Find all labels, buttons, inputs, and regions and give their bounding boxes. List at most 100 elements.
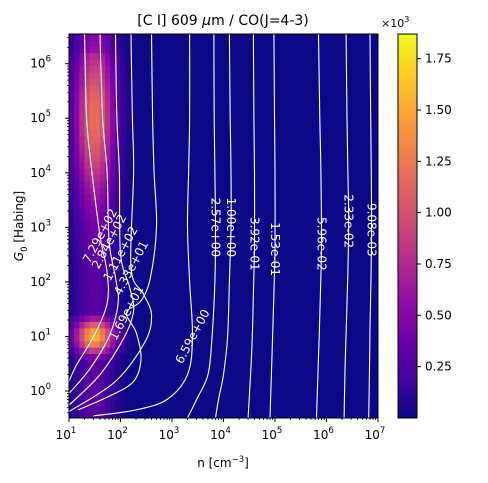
- heatmap-cell: [89, 46, 96, 54]
- heatmap-cell: [120, 72, 127, 80]
- heatmap-cell: [74, 162, 80, 169]
- heatmap-cell: [74, 379, 80, 387]
- colorbar-tick-label: 1.00: [425, 206, 452, 220]
- heatmap-cell: [89, 34, 96, 41]
- heatmap-cell: [120, 379, 127, 387]
- heatmap-cell: [94, 123, 101, 131]
- heatmap-cell: [89, 277, 96, 285]
- heatmap-cell: [79, 366, 85, 374]
- heatmap-cell: [105, 136, 111, 144]
- heatmap-cell: [79, 309, 85, 317]
- heatmap-cell: [99, 322, 106, 329]
- heatmap-cell: [110, 238, 116, 246]
- heatmap-cell: [69, 392, 75, 400]
- x-axis-ticks: 101 102 103 104 105 106 107: [56, 418, 386, 442]
- heatmap-cell: [94, 322, 101, 329]
- heatmap-cell: [89, 398, 96, 406]
- heatmap-cell: [120, 277, 127, 285]
- heatmap-cell: [110, 277, 116, 285]
- heatmap-cell: [69, 360, 75, 368]
- heatmap-cell: [120, 174, 127, 182]
- heatmap-cell: [89, 155, 96, 163]
- heatmap-cell: [89, 264, 96, 272]
- heatmap-cell: [115, 258, 121, 265]
- heatmap-cell: [99, 360, 106, 368]
- heatmap-cell: [115, 270, 121, 278]
- x-tick-label: 102: [107, 426, 128, 442]
- heatmap-cell: [94, 200, 101, 208]
- colorbar-tick-label: 1.50: [425, 103, 452, 117]
- heatmap-cell: [120, 258, 127, 265]
- heatmap-cell: [99, 270, 106, 278]
- heatmap-cell: [74, 264, 80, 272]
- heatmap-cell: [84, 309, 91, 317]
- heatmap-cell: [120, 296, 127, 304]
- heatmap-cell: [99, 373, 106, 381]
- heatmap-cell: [79, 142, 85, 150]
- heatmap-cell: [79, 110, 85, 118]
- x-tick-label: 107: [365, 426, 386, 442]
- heatmap-cell: [120, 411, 127, 419]
- heatmap-cell: [69, 98, 75, 105]
- heatmap-cell: [94, 283, 101, 291]
- heatmap-cell: [69, 411, 75, 419]
- heatmap-cell: [115, 181, 121, 189]
- heatmap-cell: [110, 85, 116, 93]
- heatmap-cell: [99, 72, 106, 80]
- heatmap-cell: [99, 53, 106, 61]
- heatmap-cell: [94, 405, 101, 413]
- heatmap-cell: [120, 85, 127, 93]
- heatmap-cell: [94, 34, 101, 41]
- heatmap-cell: [69, 91, 75, 99]
- heatmap-cell: [94, 334, 101, 342]
- heatmap-cell: [69, 277, 75, 285]
- heatmap-cell: [110, 98, 116, 105]
- heatmap-cell: [94, 328, 101, 336]
- heatmap-cell: [89, 104, 96, 112]
- heatmap-cell: [74, 386, 80, 393]
- heatmap-cell: [79, 226, 85, 233]
- heatmap-cell: [94, 264, 101, 272]
- heatmap-cell: [99, 386, 106, 393]
- heatmap-cell: [115, 53, 121, 61]
- x-tick-label: 103: [159, 426, 180, 442]
- heatmap-cell: [89, 251, 96, 259]
- heatmap-cell: [84, 386, 91, 393]
- heatmap-cell: [110, 226, 116, 233]
- heatmap-cell: [105, 264, 111, 272]
- heatmap-cell: [79, 46, 85, 54]
- heatmap-cell: [79, 360, 85, 368]
- heatmap-cell: [79, 238, 85, 246]
- contour-label: 5.96e-02: [315, 217, 329, 271]
- heatmap-cell: [125, 98, 132, 105]
- y-tick-label: 102: [30, 273, 51, 289]
- heatmap-cell: [130, 130, 137, 137]
- heatmap-cell: [79, 354, 85, 361]
- heatmap-cell: [110, 174, 116, 182]
- heatmap-cell: [120, 104, 127, 112]
- heatmap-cell: [110, 232, 116, 240]
- heatmap-cell: [84, 219, 91, 227]
- heatmap-cell: [74, 392, 80, 400]
- heatmap-cell: [84, 270, 91, 278]
- heatmap-cell: [69, 168, 75, 176]
- x-axis-label: n [cm−3]: [197, 455, 249, 470]
- heatmap-cell: [84, 238, 91, 246]
- heatmap-cell: [79, 277, 85, 285]
- heatmap-cell: [115, 34, 121, 41]
- heatmap-cell: [84, 181, 91, 189]
- heatmap-cell: [115, 72, 121, 80]
- heatmap-cell: [120, 354, 127, 361]
- heatmap-cell: [84, 142, 91, 150]
- heatmap-cell: [89, 270, 96, 278]
- heatmap-cell: [120, 226, 127, 233]
- heatmap-cell: [84, 354, 91, 361]
- heatmap-cell: [69, 322, 75, 329]
- heatmap-cell: [125, 53, 132, 61]
- heatmap-cell: [79, 168, 85, 176]
- y-axis-ticks: 100 101 102 103 104 105 106: [30, 37, 69, 414]
- heatmap-cell: [99, 334, 106, 342]
- heatmap-cell: [74, 219, 80, 227]
- heatmap-cell: [89, 232, 96, 240]
- heatmap-cell: [84, 136, 91, 144]
